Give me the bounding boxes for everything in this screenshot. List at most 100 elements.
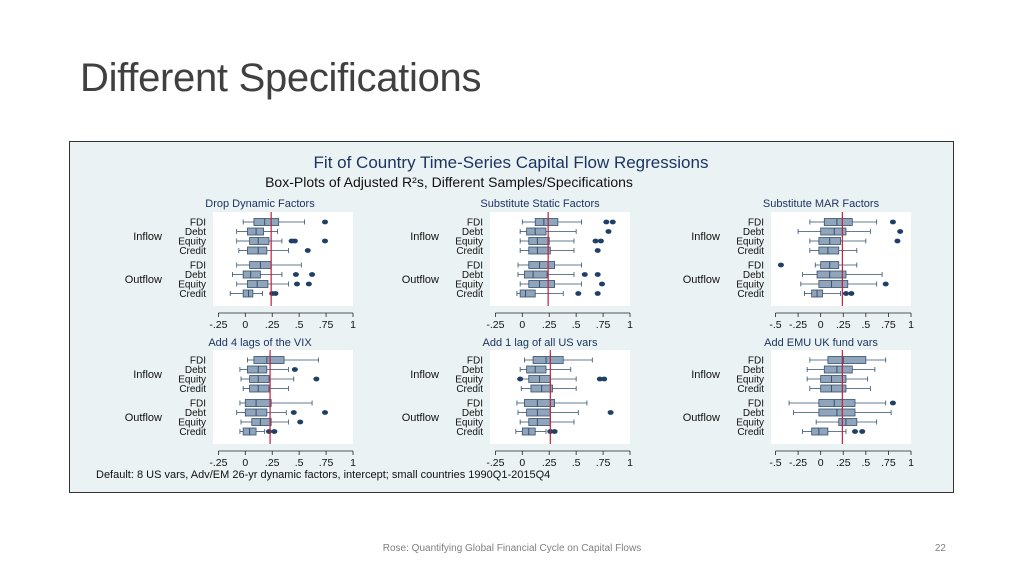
panel-plot-area [213, 212, 353, 306]
x-tick-label: .25 [836, 457, 851, 469]
panel-plot-area [213, 350, 353, 444]
row-label: Equity [736, 375, 764, 386]
panel-plot-area [771, 212, 911, 306]
row-label: Debt [462, 408, 483, 419]
slide-title: Different Specifications [80, 56, 482, 100]
x-tick-label: .25 [265, 319, 280, 331]
chart-figure: Fit of Country Time-Series Capital Flow … [69, 141, 954, 493]
outlier-point [594, 272, 601, 277]
outlier-point [882, 281, 889, 287]
outlier-point [294, 281, 300, 287]
x-tick-label: -.25 [486, 457, 504, 469]
row-label: Debt [185, 408, 206, 419]
row-label: Credit [456, 246, 483, 257]
outlier-point [894, 238, 901, 244]
row-label: Equity [178, 280, 206, 291]
x-tick-label: .5 [572, 319, 581, 331]
row-label: Debt [462, 270, 483, 281]
row-label: Credit [456, 384, 483, 395]
row-label: FDI [467, 261, 483, 272]
row-label: Equity [455, 418, 483, 429]
row-label: FDI [748, 218, 764, 229]
box-iqr [528, 237, 550, 245]
outlier-point [266, 429, 272, 434]
group-label-outflow: Outflow [683, 274, 720, 286]
x-tick-label: .75 [319, 319, 334, 331]
group-label-inflow: Inflow [691, 369, 720, 381]
box-iqr [820, 375, 847, 383]
chart-subtitle: Box-Plots of Adjusted R²s, Different Sam… [265, 174, 633, 190]
outlier-point [517, 376, 524, 382]
x-tick-label: .75 [596, 319, 611, 331]
box-iqr [823, 218, 853, 226]
outlier-point [605, 229, 612, 234]
box-iqr [532, 356, 564, 364]
row-label: FDI [190, 356, 206, 367]
outlier-point [897, 229, 904, 234]
outlier-point [852, 429, 858, 434]
box-iqr [816, 270, 847, 279]
x-tick-label: -.25 [789, 457, 807, 469]
outlier-point [848, 291, 855, 296]
panel-title: Substitute Static Factors [480, 198, 600, 210]
row-label: Credit [456, 427, 483, 438]
row-label: Debt [743, 365, 764, 376]
row-label: Equity [455, 237, 483, 248]
box-iqr [528, 280, 556, 288]
x-tick-label: .75 [319, 457, 334, 469]
x-tick-label: 0 [519, 319, 525, 331]
outlier-point [291, 238, 298, 244]
box-iqr [827, 356, 867, 364]
row-label: FDI [467, 356, 483, 367]
outlier-point [842, 291, 849, 296]
box-iqr [244, 399, 272, 407]
row-label: Equity [736, 418, 764, 429]
panel-title: Drop Dynamic Factors [205, 198, 315, 210]
box-iqr [524, 399, 556, 407]
box-iqr [524, 270, 548, 279]
boxplot-chart: Fit of Country Time-Series Capital Flow … [96, 153, 914, 481]
outlier-point [305, 281, 312, 287]
row-label: Equity [178, 375, 206, 386]
outlier-point [603, 219, 610, 225]
x-tick-label: .75 [881, 319, 896, 331]
group-label-outflow: Outflow [125, 412, 162, 424]
group-label-inflow: Inflow [133, 369, 162, 381]
x-tick-label: 1 [350, 319, 356, 331]
x-tick-label: .25 [542, 457, 557, 469]
x-tick-label: 0 [818, 457, 824, 469]
row-label: Credit [179, 384, 206, 395]
x-tick-label: -.25 [486, 319, 504, 331]
outlier-point [322, 219, 328, 225]
x-tick-label: .75 [881, 457, 896, 469]
x-tick-label: .5 [861, 319, 870, 331]
x-tick-label: 1 [627, 457, 633, 469]
group-label-inflow: Inflow [133, 231, 162, 243]
outlier-point [304, 248, 311, 253]
x-tick-label: 1 [627, 319, 633, 331]
x-tick-label: .5 [861, 457, 870, 469]
x-tick-label: -.25 [209, 319, 227, 331]
panel-plot-area [490, 212, 630, 306]
panel-plot-area [771, 350, 911, 444]
panel-plot-area [490, 350, 630, 444]
row-label: Debt [185, 227, 206, 238]
outlier-point [309, 272, 316, 277]
box-iqr [249, 237, 270, 245]
row-label: Credit [456, 289, 483, 300]
outlier-point [601, 376, 608, 382]
outlier-point [594, 291, 601, 296]
row-label: Equity [178, 418, 206, 429]
row-label: Debt [462, 365, 483, 376]
x-tick-label: .5 [295, 457, 304, 469]
group-label-inflow: Inflow [410, 231, 439, 243]
box-iqr [526, 227, 547, 236]
outlier-point [271, 429, 278, 434]
row-label: Debt [462, 227, 483, 238]
row-label: FDI [190, 399, 206, 410]
row-label: Equity [736, 237, 764, 248]
row-label: Credit [737, 289, 764, 300]
row-label: Debt [743, 227, 764, 238]
panel-title: Add 4 lags of the VIX [208, 337, 312, 349]
box-iqr [526, 365, 547, 374]
